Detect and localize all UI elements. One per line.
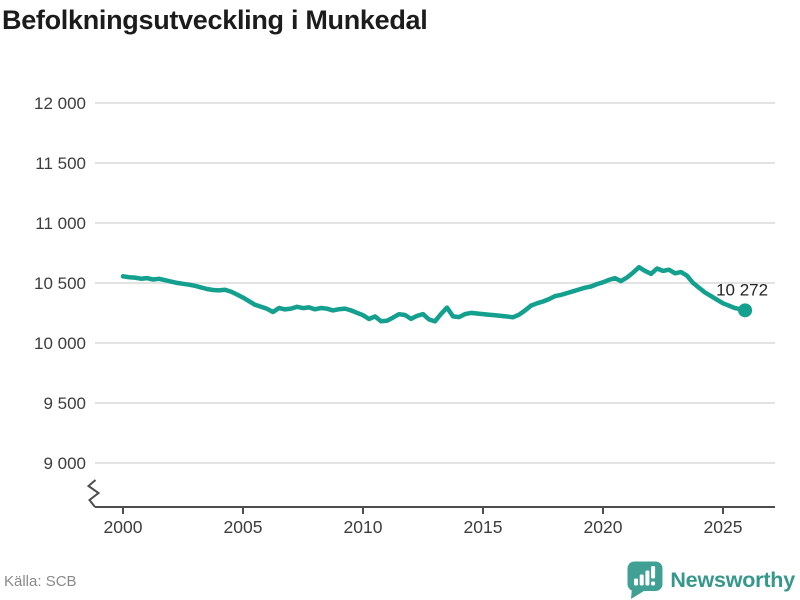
x-axis-tick-label: 2005 — [224, 517, 263, 537]
y-axis-tick-label: 12 000 — [34, 94, 86, 113]
y-axis-tick-label: 10 000 — [34, 334, 86, 353]
y-axis-tick-label: 9 000 — [43, 454, 86, 473]
population-line — [120, 264, 748, 324]
x-axis-tick-label: 2010 — [344, 517, 383, 537]
y-axis-break-icon — [86, 479, 101, 508]
y-axis-tick-label: 10 500 — [34, 274, 86, 293]
source-note: Källa: SCB — [4, 573, 77, 590]
x-axis-tick-label: 2020 — [584, 517, 623, 537]
newsworthy-brand: Newsworthy — [627, 561, 795, 599]
x-axis-tick-label: 2015 — [464, 517, 503, 537]
last-point-dot — [738, 303, 753, 318]
x-axis-tick-label: 2025 — [704, 517, 743, 537]
y-axis-tick-label: 11 500 — [35, 154, 86, 173]
y-axis-tick-label: 11 000 — [35, 214, 86, 233]
y-axis-tick-label: 9 500 — [43, 394, 86, 413]
last-value-label: 10 272 — [716, 280, 768, 299]
brand-name: Newsworthy — [670, 567, 795, 592]
x-axis-tick-label: 2000 — [104, 517, 143, 537]
newsworthy-logo-icon — [627, 561, 663, 599]
page-title: Befolkningsutveckling i Munkedal — [2, 5, 428, 35]
